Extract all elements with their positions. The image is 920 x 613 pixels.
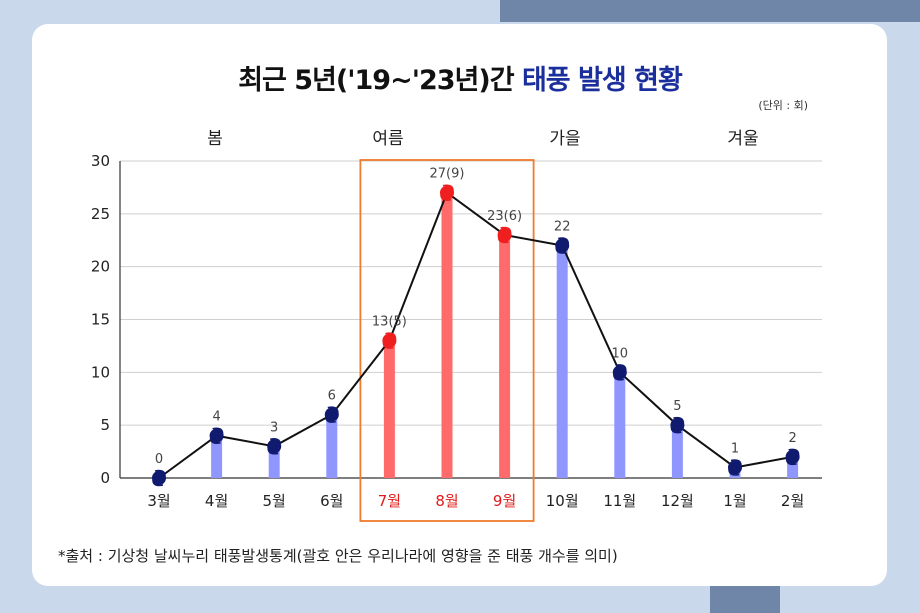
typhoon-swirl	[728, 459, 742, 476]
typhoon-swirl	[325, 406, 339, 423]
data-label: 3	[270, 420, 278, 435]
typhoon-swirl	[267, 438, 281, 455]
typhoon-marker	[785, 449, 800, 464]
bar	[383, 340, 395, 478]
chart-title: 최근 5년('19~'23년)간 태풍 발생 현황	[0, 58, 920, 97]
typhoon-marker	[670, 418, 685, 433]
data-label: 10	[612, 346, 629, 361]
data-label: 13(5)	[372, 315, 407, 330]
bar	[787, 456, 799, 478]
data-label: 5	[673, 399, 681, 414]
season-spring: 봄	[207, 129, 223, 149]
typhoon-marker	[324, 407, 339, 422]
typhoon-marker	[612, 365, 627, 380]
typhoon-marker	[152, 471, 166, 485]
typhoon-marker	[209, 428, 224, 443]
typhoon-swirl	[670, 416, 685, 434]
y-tick-label: 25	[91, 205, 110, 223]
typhoon-swirl	[209, 427, 224, 444]
x-tick-label: 9월	[493, 492, 516, 510]
y-tick-label: 20	[91, 258, 110, 276]
typhoon-swirl	[440, 184, 454, 201]
bar	[499, 234, 511, 478]
typhoon-marker	[555, 238, 570, 253]
unit-label: (단위 : 회)	[758, 99, 808, 112]
typhoon-swirl	[497, 226, 512, 244]
data-label: 1	[731, 441, 739, 456]
source-note: *출처 : 기상청 날씨누리 태풍발생통계(괄호 안은 우리나라에 영향을 준 …	[58, 547, 618, 565]
data-label: 22	[554, 220, 571, 235]
bar	[211, 435, 223, 478]
bar	[441, 192, 453, 478]
bar	[326, 414, 338, 478]
x-tick-label: 3월	[147, 492, 170, 510]
data-label: 27(9)	[430, 167, 465, 182]
y-tick-label: 10	[91, 363, 110, 381]
data-label: 2	[788, 431, 796, 446]
bar	[268, 446, 280, 478]
title-accent: 태풍 발생 현황	[521, 65, 683, 96]
bar	[614, 372, 626, 478]
typhoon-marker	[440, 185, 454, 200]
background-decoration	[500, 0, 920, 22]
y-tick-label: 5	[100, 416, 110, 434]
typhoon-swirl	[382, 332, 397, 349]
trend-line	[158, 191, 793, 479]
x-tick-label: 1월	[723, 492, 746, 510]
x-tick-label: 5월	[263, 492, 286, 510]
title-prefix: 최근 5년('19~'23년)간	[238, 65, 514, 96]
data-label: 4	[212, 410, 220, 425]
x-tick-label: 8월	[435, 492, 458, 510]
season-winter: 겨울	[727, 129, 759, 149]
y-tick-label: 30	[91, 152, 110, 170]
typhoon-swirl	[613, 364, 627, 381]
typhoon-marker	[728, 460, 742, 475]
chart-card	[32, 24, 887, 586]
typhoon-marker	[382, 333, 397, 348]
x-tick-label: 7월	[378, 492, 401, 510]
y-tick-label: 15	[91, 311, 110, 329]
x-tick-label: 6월	[320, 492, 343, 510]
data-label: 6	[328, 389, 336, 404]
data-label: 23(6)	[487, 209, 522, 224]
typhoon-swirl	[555, 237, 569, 254]
bar	[671, 425, 683, 478]
typhoon-swirl	[785, 448, 800, 466]
background-decoration-bottom	[710, 583, 780, 613]
x-tick-label: 2월	[781, 492, 804, 510]
bar	[556, 245, 568, 478]
highlight-box	[359, 159, 535, 522]
typhoon-marker	[497, 227, 512, 242]
x-tick-label: 12월	[661, 492, 694, 510]
data-label: 0	[155, 452, 163, 467]
season-summer: 여름	[372, 129, 404, 149]
typhoon-marker	[267, 439, 282, 454]
x-tick-label: 4월	[205, 492, 228, 510]
season-autumn: 가을	[549, 129, 581, 149]
y-tick-label: 0	[100, 469, 110, 487]
x-tick-label: 11월	[603, 492, 636, 510]
x-tick-label: 10월	[546, 492, 579, 510]
typhoon-swirl	[152, 469, 166, 487]
